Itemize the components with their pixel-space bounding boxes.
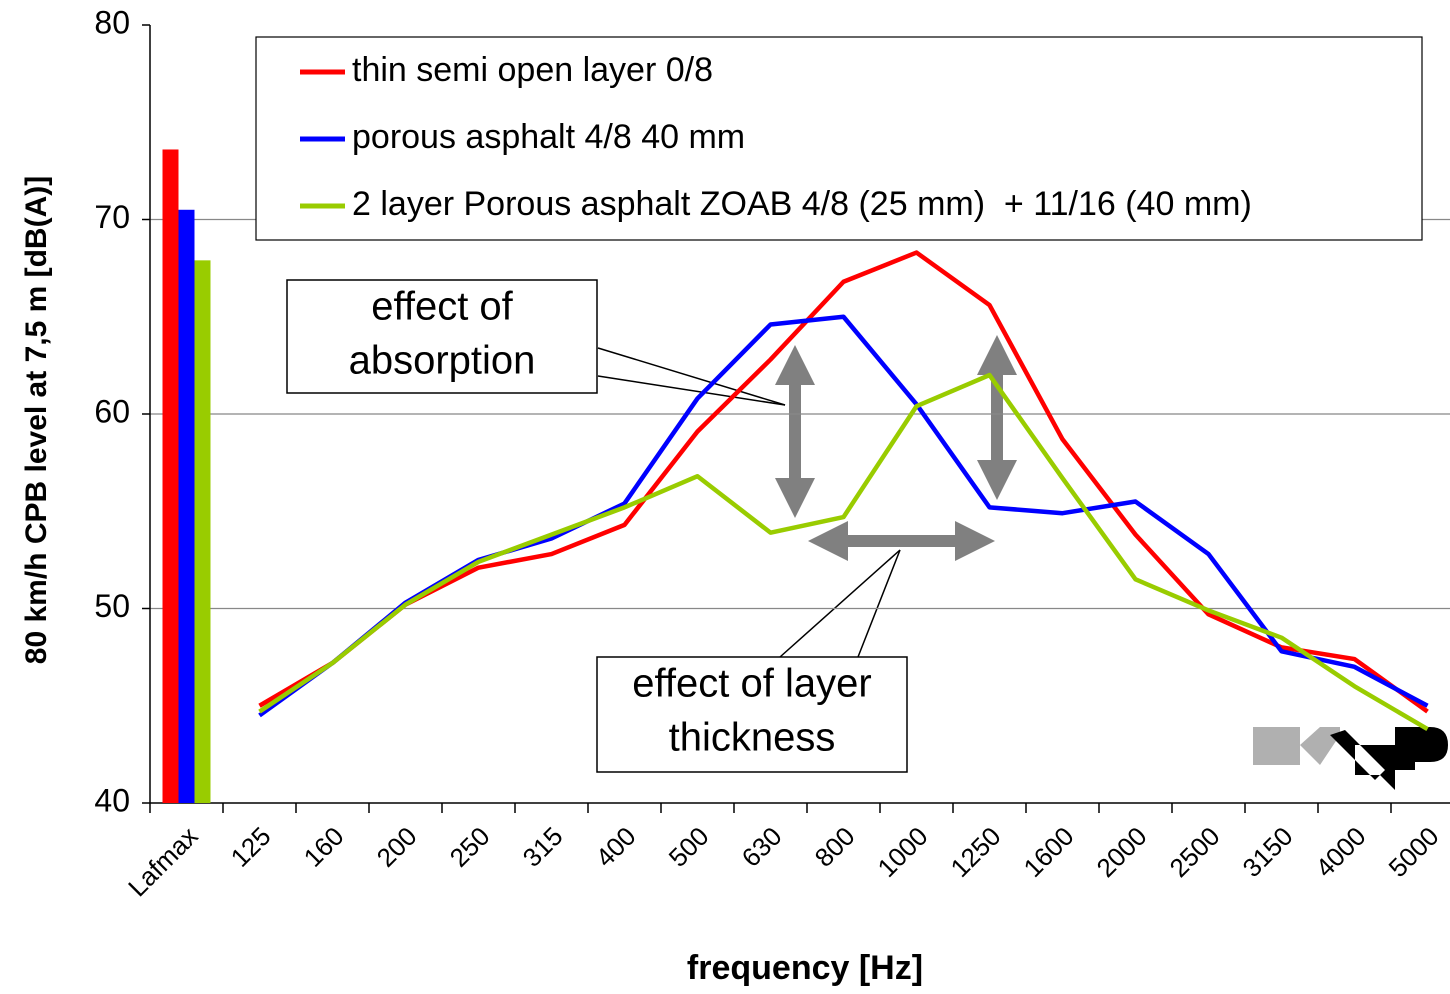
x-tick-label: 125 — [225, 821, 277, 873]
x-tick-label: 250 — [444, 821, 496, 873]
x-tick-label: 160 — [298, 821, 350, 873]
x-tick-label: 2000 — [1090, 821, 1152, 883]
legend-label: 2 layer Porous asphalt ZOAB 4/8 (25 mm) … — [352, 185, 1252, 223]
x-tick-label: Lafmax — [122, 821, 204, 903]
callout-lines — [597, 347, 901, 658]
legend-label: porous asphalt 4/8 40 mm — [352, 118, 745, 156]
annotation-box — [286, 279, 598, 394]
logo — [1253, 727, 1448, 790]
x-axis-label: frequency [Hz] — [687, 949, 923, 987]
y-tick-label: 40 — [94, 782, 130, 818]
x-tick-label: 500 — [663, 821, 715, 873]
x-tick-label: 1600 — [1017, 821, 1079, 883]
annotation-text: thickness — [669, 716, 836, 760]
annotation-text: absorption — [349, 339, 536, 383]
annotation-box — [596, 656, 908, 773]
arrow — [808, 521, 995, 561]
line — [258, 372, 1429, 732]
x-tick-label: 315 — [517, 821, 569, 873]
legend-box — [255, 36, 1423, 241]
legend-label: thin semi open layer 0/8 — [352, 51, 713, 89]
y-tick-label: 80 — [94, 4, 130, 40]
bar — [162, 149, 179, 804]
arrow — [977, 335, 1017, 500]
x-tick-label: 2500 — [1163, 821, 1225, 883]
x-tick-label: 800 — [809, 821, 861, 873]
arrow — [775, 345, 815, 518]
x-tick-label: 630 — [736, 821, 788, 873]
x-tick-label: 3150 — [1236, 821, 1298, 883]
bar — [194, 260, 211, 804]
x-tick-label: 200 — [371, 821, 423, 873]
arrows — [775, 335, 1017, 561]
x-tick-label: 1250 — [944, 821, 1006, 883]
annotation-text: effect of layer — [632, 662, 871, 706]
line — [258, 250, 1429, 714]
x-tick-label: 1000 — [871, 821, 933, 883]
y-axis-label: 80 km/h CPB level at 7,5 m [dB(A)] — [20, 176, 53, 664]
annotation-text: effect of — [371, 285, 513, 329]
y-tick-label: 50 — [94, 588, 130, 624]
x-tick-label: 400 — [590, 821, 642, 873]
bar — [178, 209, 195, 803]
y-tick-label: 70 — [94, 199, 130, 235]
y-tick-label: 60 — [94, 393, 130, 429]
x-tick-label: 5000 — [1382, 821, 1444, 883]
x-tick-label: 4000 — [1309, 821, 1371, 883]
